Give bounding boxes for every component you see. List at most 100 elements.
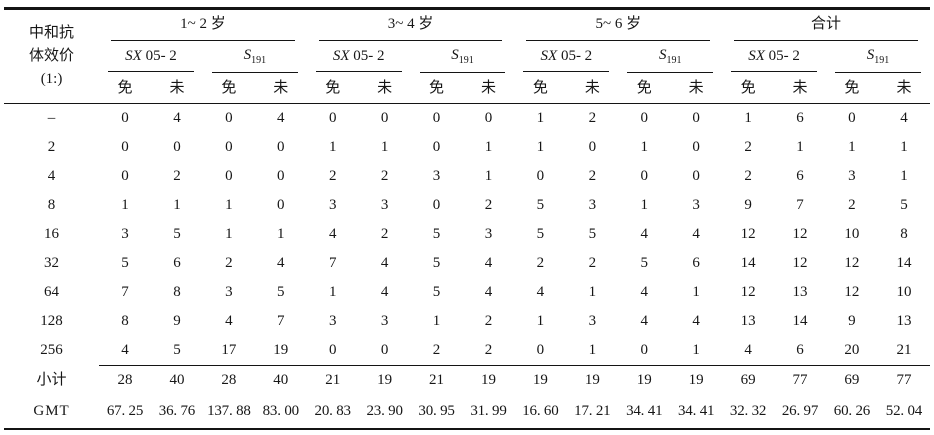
value-cell: 8 <box>173 283 181 300</box>
row-label: 4 <box>47 167 56 184</box>
table-row: 256 4 5 17 19 0 0 2 2 0 1 0 1 4 6 20 21 <box>4 336 930 366</box>
value-cell: 16. 60 <box>522 402 559 419</box>
value-cell: 3 <box>588 312 597 329</box>
value-cell: 19 <box>462 365 515 395</box>
value-cell: 2 <box>328 167 337 184</box>
value-cell: 34. 41 <box>626 402 663 419</box>
value-cell: 69 <box>722 365 775 395</box>
value-cell: 2 <box>380 167 389 184</box>
col-header-immunized: 免 <box>306 74 359 104</box>
value-cell: 5 <box>432 254 441 271</box>
strain-header-sx: SX 05- 2 <box>307 42 411 74</box>
value-cell: 1 <box>900 167 908 184</box>
col-header-unimmunized: 未 <box>566 74 619 104</box>
value-cell: 0 <box>225 138 233 155</box>
value-cell: 52. 04 <box>885 402 923 419</box>
value-cell: 0 <box>277 167 285 184</box>
value-cell: 2 <box>380 225 389 242</box>
value-cell: 8 <box>121 312 129 329</box>
value-cell: 2 <box>484 196 493 213</box>
value-cell: 0 <box>328 109 337 126</box>
value-cell: 1 <box>900 138 908 155</box>
table-row: 8 1 1 1 0 3 3 0 2 5 3 1 3 9 7 2 5 <box>4 191 930 220</box>
col-header-unimmunized: 未 <box>254 74 307 104</box>
value-cell: 0 <box>692 138 700 155</box>
value-cell: 10 <box>896 283 912 300</box>
value-cell: 3 <box>432 167 441 184</box>
value-cell: 0 <box>277 196 285 213</box>
value-cell: 0 <box>536 341 545 358</box>
row-label: 256 <box>40 342 63 359</box>
value-cell: 3 <box>380 312 389 329</box>
value-cell: 0 <box>121 109 129 126</box>
col-header-unimmunized: 未 <box>462 74 515 104</box>
value-cell: 2 <box>432 341 441 358</box>
value-cell: 19 <box>618 365 671 395</box>
value-cell: 1 <box>692 283 700 300</box>
strain-header-sx: SX 05- 2 <box>722 42 826 74</box>
table-row: 64 7 8 3 5 1 4 5 4 4 1 4 1 12 13 12 10 <box>4 278 930 307</box>
value-cell: 77 <box>774 365 826 395</box>
value-cell: 4 <box>900 109 908 126</box>
value-cell: 2 <box>484 341 493 358</box>
value-cell: 6 <box>692 254 700 271</box>
value-cell: 0 <box>225 167 233 184</box>
value-cell: 31. 99 <box>470 402 507 419</box>
value-cell: 26. 97 <box>781 402 819 419</box>
value-cell: 4 <box>225 312 233 329</box>
value-cell: 3 <box>692 196 700 213</box>
value-cell: 30. 95 <box>418 402 455 419</box>
value-cell: 1 <box>536 312 545 329</box>
value-cell: 0 <box>640 341 648 358</box>
value-cell: 20. 83 <box>314 402 352 419</box>
value-cell: 0 <box>380 341 389 358</box>
value-cell: 60. 26 <box>833 402 871 419</box>
value-cell: 4 <box>121 341 129 358</box>
group-header-age-3-4: 3~ 4 岁 <box>307 9 515 43</box>
value-cell: 0 <box>640 167 648 184</box>
strain-header-s191: S191 <box>826 42 930 74</box>
value-cell: 32. 32 <box>729 402 767 419</box>
value-cell: 4 <box>640 312 648 329</box>
row-label: 小计 <box>36 371 67 388</box>
value-cell: 13 <box>792 283 808 300</box>
value-cell: 1 <box>796 138 804 155</box>
value-cell: 5 <box>900 196 908 213</box>
value-cell: 0 <box>692 109 700 126</box>
value-cell: 5 <box>432 283 441 300</box>
strain-header-s191: S191 <box>618 42 722 74</box>
value-cell: 1 <box>484 138 493 155</box>
row-header-titer: 中和抗 体效价 (1:) <box>4 8 100 104</box>
value-cell: 9 <box>848 312 856 329</box>
value-cell: 0 <box>588 138 597 155</box>
value-cell: 5 <box>173 225 181 242</box>
value-cell: 4 <box>484 254 493 271</box>
col-header-unimmunized: 未 <box>877 74 930 104</box>
value-cell: 14 <box>792 312 808 329</box>
value-cell: 1 <box>225 196 233 213</box>
col-header-immunized: 免 <box>514 74 567 104</box>
value-cell: 0 <box>328 341 337 358</box>
value-cell: 0 <box>277 138 285 155</box>
value-cell: 5 <box>536 225 545 242</box>
col-header-immunized: 免 <box>825 74 878 104</box>
value-cell: 20 <box>844 341 860 358</box>
value-cell: 1 <box>588 341 597 358</box>
group-header-total: 合计 <box>722 9 930 43</box>
value-cell: 137. 88 <box>207 402 251 419</box>
value-cell: 12 <box>844 254 860 271</box>
value-cell: 3 <box>328 312 337 329</box>
value-cell: 13 <box>740 312 756 329</box>
value-cell: 1 <box>121 196 129 213</box>
value-cell: 4 <box>640 225 648 242</box>
value-cell: 3 <box>484 225 493 242</box>
value-cell: 40 <box>150 365 203 395</box>
value-cell: 7 <box>328 254 337 271</box>
value-cell: 2 <box>225 254 233 271</box>
value-cell: 4 <box>640 283 648 300</box>
value-cell: 0 <box>692 167 700 184</box>
strain-header-sx: SX 05- 2 <box>514 42 618 74</box>
value-cell: 4 <box>277 109 285 126</box>
value-cell: 1 <box>432 312 441 329</box>
